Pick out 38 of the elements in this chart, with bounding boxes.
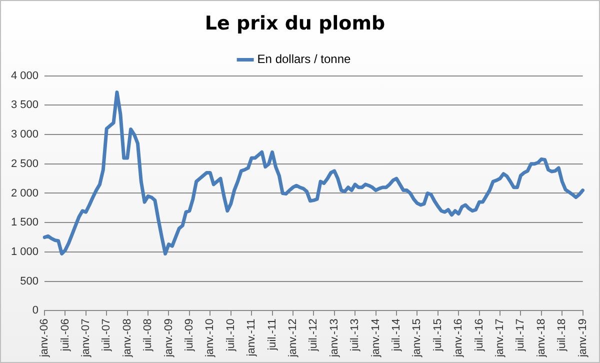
x-tick-label: juil.-06 [59, 318, 72, 352]
x-tick-label: janv.-10 [204, 318, 216, 358]
x-tick-label: janv.-06 [38, 318, 51, 358]
y-tick-label: 4 000 [10, 70, 39, 82]
x-tick-label: juil.-07 [100, 318, 113, 352]
x-tick-label: janv.-16 [452, 318, 465, 358]
x-tick-label: juil.-09 [183, 318, 196, 352]
x-tick-label: juil.-17 [514, 318, 527, 352]
y-tick-label: 2 500 [10, 158, 39, 170]
x-tick-label: janv.-13 [328, 318, 340, 358]
legend-label: En dollars / tonne [257, 52, 352, 66]
x-tick-label: janv.-07 [80, 318, 92, 358]
x-tick-label: janv.-15 [411, 318, 424, 358]
x-tick-label: juil.-14 [390, 318, 403, 352]
x-tick-label: janv.-14 [370, 318, 382, 358]
x-tick-label: janv.-18 [535, 318, 548, 358]
x-tick-label: juil.-15 [432, 318, 444, 352]
x-tick-label: juil.-08 [142, 318, 154, 352]
x-tick-label: juil.-16 [473, 318, 486, 352]
y-tick-label: 2 000 [10, 187, 39, 200]
chart-title: Le prix du plomb [204, 12, 386, 34]
x-tick-label: juil.-12 [308, 318, 320, 352]
x-tick-label: janv.-19 [576, 318, 589, 358]
y-tick-label: 1 000 [10, 246, 39, 258]
x-tick-label: janv.-08 [121, 318, 134, 358]
x-tick-label: juil.-10 [224, 318, 237, 352]
x-tick-label: juil.-18 [556, 318, 568, 352]
x-tick-label: janv.-09 [162, 318, 175, 358]
x-tick-label: juil.-13 [349, 318, 362, 352]
x-tick-label: janv.-12 [286, 318, 299, 358]
y-tick-label: 500 [20, 275, 39, 288]
x-tick-label: janv.-11 [246, 318, 258, 358]
y-tick-label: 3 000 [10, 128, 39, 141]
y-tick-label: 0 [32, 304, 39, 317]
x-tick-label: janv.-17 [494, 318, 506, 358]
y-tick-label: 3 500 [10, 99, 39, 112]
x-tick-label: juil.-11 [266, 318, 278, 352]
y-tick-label: 1 500 [10, 216, 39, 229]
